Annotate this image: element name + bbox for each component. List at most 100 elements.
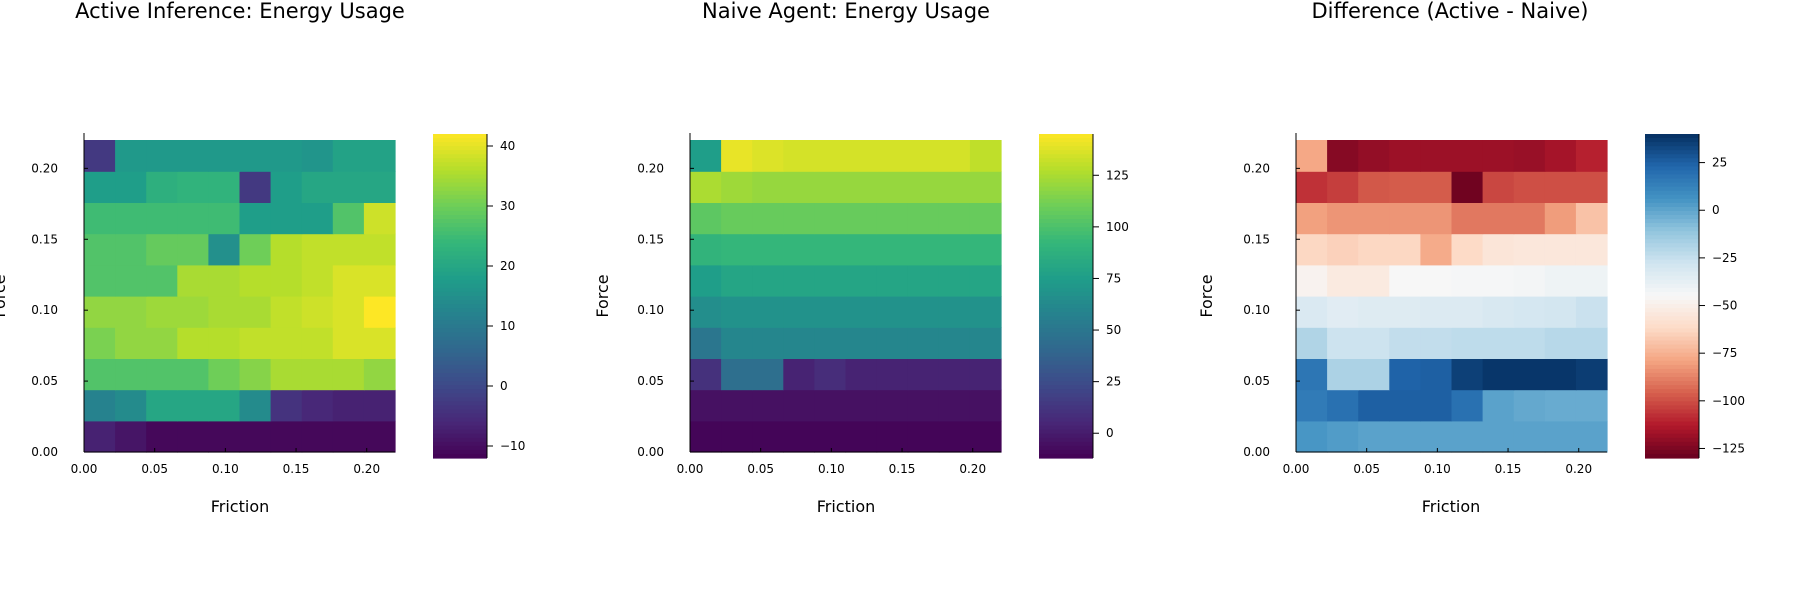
colorbar-segment xyxy=(1645,239,1699,244)
heatmap-cell xyxy=(208,233,241,266)
heatmap-cell xyxy=(1296,171,1328,203)
heatmap-cell xyxy=(301,296,334,328)
colorbar-segment xyxy=(1645,158,1699,163)
heatmap-cell xyxy=(363,327,396,359)
heatmap-cell xyxy=(301,327,334,359)
colorbar-segment xyxy=(1039,198,1093,204)
colorbar-segment xyxy=(433,308,487,313)
colorbar-segment xyxy=(1645,279,1699,285)
colorbar-segment xyxy=(1039,190,1093,196)
heatmap-cell xyxy=(1451,420,1484,453)
heatmap-cell xyxy=(814,358,847,391)
heatmap-cell xyxy=(1544,264,1577,297)
colorbar-segment xyxy=(1645,243,1699,248)
heatmap-cell xyxy=(1420,389,1453,422)
heatmap-cell xyxy=(1420,420,1453,453)
heatmap-cell xyxy=(115,327,147,359)
colorbar-segment xyxy=(433,170,487,176)
colorbar-segment xyxy=(1039,381,1093,386)
heatmap-cell xyxy=(969,233,1002,266)
heatmap-cell xyxy=(1389,296,1421,328)
colorbar-segment xyxy=(433,255,487,261)
heatmap-cell xyxy=(938,171,971,203)
heatmap-cell xyxy=(1482,264,1515,297)
colorbar-segment xyxy=(1645,255,1699,261)
colorbar-segment xyxy=(1645,194,1699,200)
colorbar-segment xyxy=(1039,417,1093,423)
colorbar-segment xyxy=(433,316,487,321)
heatmap-cell xyxy=(1327,358,1359,391)
colorbar-segment xyxy=(1645,397,1699,402)
heatmap-cell xyxy=(1451,264,1484,297)
heatmap-cell xyxy=(1327,327,1359,359)
x-axis-label: Friction xyxy=(817,497,876,516)
heatmap-cell xyxy=(332,420,365,453)
heatmap-cell xyxy=(177,327,209,359)
heatmap-cell xyxy=(814,327,847,359)
heatmap-cell xyxy=(270,171,303,203)
heatmap-cell xyxy=(146,233,178,266)
heatmap-cell xyxy=(146,358,178,391)
heatmap-cell xyxy=(1482,389,1515,422)
colorbar-segment xyxy=(433,239,487,244)
heatmap-cell xyxy=(907,327,940,359)
y-tick-label: 0.05 xyxy=(1243,374,1270,388)
colorbar-segment xyxy=(433,291,487,297)
heatmap-cell xyxy=(876,264,909,297)
heatmap-cell xyxy=(721,202,753,235)
colorbar-segment xyxy=(1645,146,1699,151)
heatmap-cell xyxy=(1575,171,1608,203)
heatmap-cell xyxy=(907,296,940,328)
colorbar-segment xyxy=(433,413,487,419)
colorbar-segment xyxy=(1039,182,1093,188)
heatmap-cell xyxy=(270,358,303,391)
heatmap-cells xyxy=(1296,140,1608,453)
heatmap-cell xyxy=(1389,202,1421,235)
colorbar-segment xyxy=(433,336,487,342)
heatmap-cell xyxy=(1358,140,1390,172)
heatmap-cell xyxy=(1575,202,1608,235)
heatmap-cell xyxy=(876,202,909,235)
heatmap-cell xyxy=(721,327,753,359)
colorbar-segment xyxy=(1039,364,1093,370)
heatmap-cell xyxy=(1296,327,1328,359)
heatmap-cell xyxy=(690,202,722,235)
heatmap-cell xyxy=(1544,202,1577,235)
heatmap-cell xyxy=(938,327,971,359)
heatmap-cell xyxy=(332,202,365,235)
heatmap-cell xyxy=(1482,202,1515,235)
colorbar-segment xyxy=(1645,352,1699,358)
colorbar-segment xyxy=(433,352,487,358)
colorbar-segment xyxy=(1645,449,1699,455)
colorbar-segment xyxy=(433,227,487,232)
colorbar-segment xyxy=(433,409,487,415)
colorbar-segment xyxy=(433,324,487,329)
heatmap-cell xyxy=(177,264,209,297)
colorbar-segment xyxy=(1039,296,1093,301)
colorbar-segment xyxy=(1039,158,1093,163)
heatmap-cell xyxy=(1296,233,1328,266)
colorbar-segment xyxy=(1645,202,1699,208)
colorbar-segment xyxy=(433,381,487,386)
heatmap-cell xyxy=(938,358,971,391)
heatmap-cell xyxy=(177,233,209,266)
heatmap-cell xyxy=(845,420,878,453)
x-tick-label: 0.15 xyxy=(1495,462,1522,476)
heatmap-cell xyxy=(1389,264,1421,297)
colorbar-segment xyxy=(1645,425,1699,431)
heatmap-cell xyxy=(239,358,272,391)
heatmap-cell xyxy=(332,140,365,172)
heatmap-cell xyxy=(1575,233,1608,266)
heatmap-cell xyxy=(690,296,722,328)
colorbar-segment xyxy=(1645,429,1699,435)
colorbar-segment xyxy=(433,243,487,248)
colorbar-segment xyxy=(1039,134,1093,139)
heatmap-cell xyxy=(208,140,241,172)
heatmap-cell xyxy=(1389,140,1421,172)
colorbar-segment xyxy=(1039,219,1093,224)
y-tick-label: 0.00 xyxy=(31,445,58,459)
colorbar-segment xyxy=(433,186,487,192)
heatmap-cell xyxy=(690,420,722,453)
heatmap-cell xyxy=(1358,296,1390,328)
heatmap-cell xyxy=(270,327,303,359)
